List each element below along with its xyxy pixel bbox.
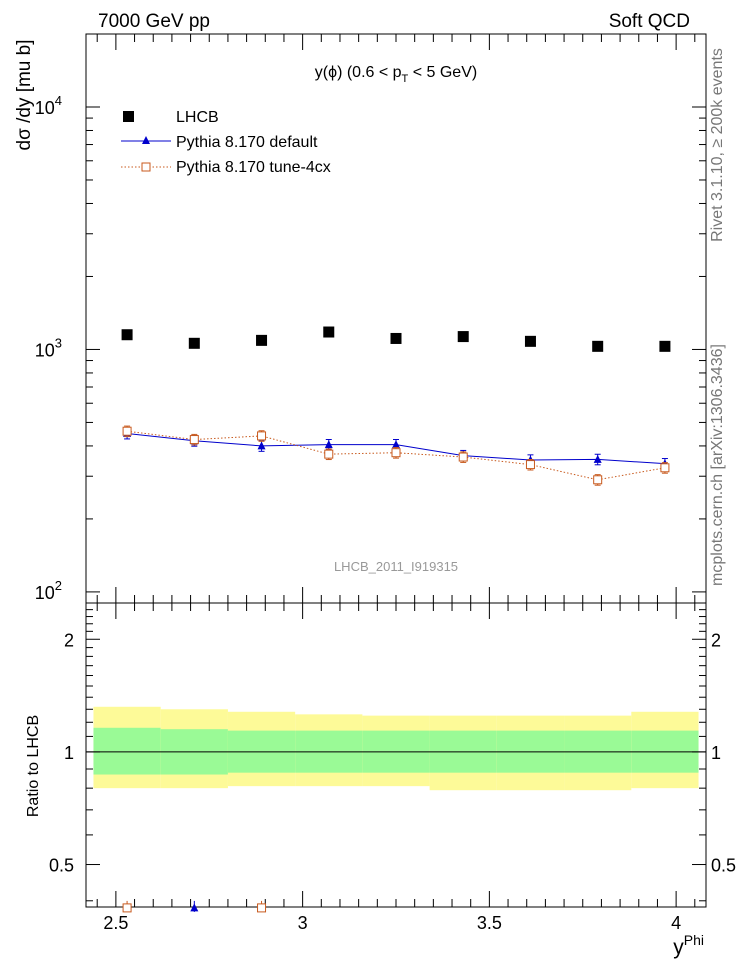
main-data-point-0 [592,340,604,352]
ratio-x-ticks [96,603,696,907]
main-chart-title-post: < 5 GeV) [408,64,477,81]
ratio-y-tick-label-right: 2 [711,630,721,650]
legend-tune-label: Pythia 8.170 tune-4cx [176,159,331,176]
mcplots-reference-label: mcplots.cern.ch [arXiv:1306.3436] [709,344,726,586]
ratio-y-tick-label-left: 2 [64,630,74,650]
main-series [121,326,671,486]
main-data-point-2 [324,449,334,459]
main-y-tick-label: 104 [35,93,62,118]
main-data-point-2 [593,475,603,485]
ratio-y-tick-label-right: 0.5 [711,856,736,876]
header-energy-label: 7000 GeV pp [98,11,210,32]
main-chart-title-pre: y(ϕ) (0.6 < p [315,64,402,81]
ratio-x-tick-label: 4 [671,913,681,933]
main-series-line-2 [127,430,666,481]
legend-default-label: Pythia 8.170 default [176,134,318,151]
main-y-tick-label-exp: 4 [55,93,62,108]
main-data-point-1 [593,454,602,463]
main-data-point-0 [524,335,536,347]
main-data-point-0 [256,334,268,346]
main-data-point-0 [188,337,200,349]
ratio-data-point-1 [257,903,267,913]
ratio-y-tick-label-left: 1 [64,743,74,763]
main-y-tick-label-base: 10 [35,340,55,360]
main-data-point-1 [324,440,333,449]
ratio-data-point-1 [122,903,132,913]
legend-lhcb-marker [123,111,134,122]
ratio-series [122,900,267,913]
ratio-y-tick-label-right: 1 [711,743,721,763]
main-y-tick-label-exp: 2 [55,578,62,593]
main-y-tick-label-base: 10 [35,583,55,603]
ratio-data-point-0 [190,903,199,912]
x-axis-label-base: y [673,936,684,959]
legend-default-marker [142,136,150,144]
main-y-tick-label-exp: 3 [55,335,62,350]
main-y-tick-label: 103 [35,335,62,360]
x-axis-label: yPhi [673,932,704,959]
main-data-point-0 [323,326,335,338]
ratio-y-axis-label: Ratio to LHCB [25,715,42,817]
legend-tune-marker [141,162,151,172]
ratio-y-tick-label-left: 0.5 [49,856,74,876]
main-data-point-2 [189,435,199,445]
main-chart-title: y(ϕ) (0.6 < pT < 5 GeV) [315,64,477,85]
main-data-point-0 [659,340,671,352]
main-data-point-2 [525,460,535,470]
main-data-point-2 [458,452,468,462]
ratio-panel: 0.5 0.5 1 1 2 2 2.5 3 3.5 4 Ratio to LHCB yPhi [25,602,736,959]
main-x-ticks [96,34,696,603]
ratio-x-tick-labels: 2.5 3 3.5 4 [103,913,681,933]
analysis-watermark: LHCB_2011_I919315 [334,559,458,574]
ratio-x-tick-label: 2.5 [103,913,128,933]
main-data-point-0 [121,329,133,341]
main-y-tick-label: 102 [35,578,62,603]
legend-lhcb-label: LHCB [176,109,219,126]
main-chart-title-sub: T [402,73,409,85]
main-data-point-2 [391,448,401,458]
legend: LHCB Pythia 8.170 default Pythia 8.170 t… [121,109,331,176]
ratio-y-ticks [86,602,706,902]
main-data-point-2 [660,463,670,473]
main-data-point-0 [457,331,469,343]
main-y-ticks [86,33,706,604]
main-y-tick-label-base: 10 [35,98,55,118]
ratio-x-tick-label: 3.5 [477,913,502,933]
ratio-uncertainty-bands [93,706,699,791]
x-axis-label-sup: Phi [684,932,704,948]
main-data-point-1 [392,440,400,449]
main-data-point-1 [257,441,266,450]
main-data-point-2 [257,431,267,441]
main-y-axis-label: dσ /dy [mu b] [14,40,35,151]
ratio-stat-band [93,727,161,775]
ratio-x-tick-label: 3 [298,913,308,933]
main-data-point-0 [390,332,402,344]
ratio-y-tick-labels: 0.5 0.5 1 1 2 2 [49,630,736,875]
header-process-label: Soft QCD [609,11,690,32]
rivet-version-label: Rivet 3.1.10, ≥ 200k events [709,48,726,242]
main-data-point-2 [122,426,132,436]
